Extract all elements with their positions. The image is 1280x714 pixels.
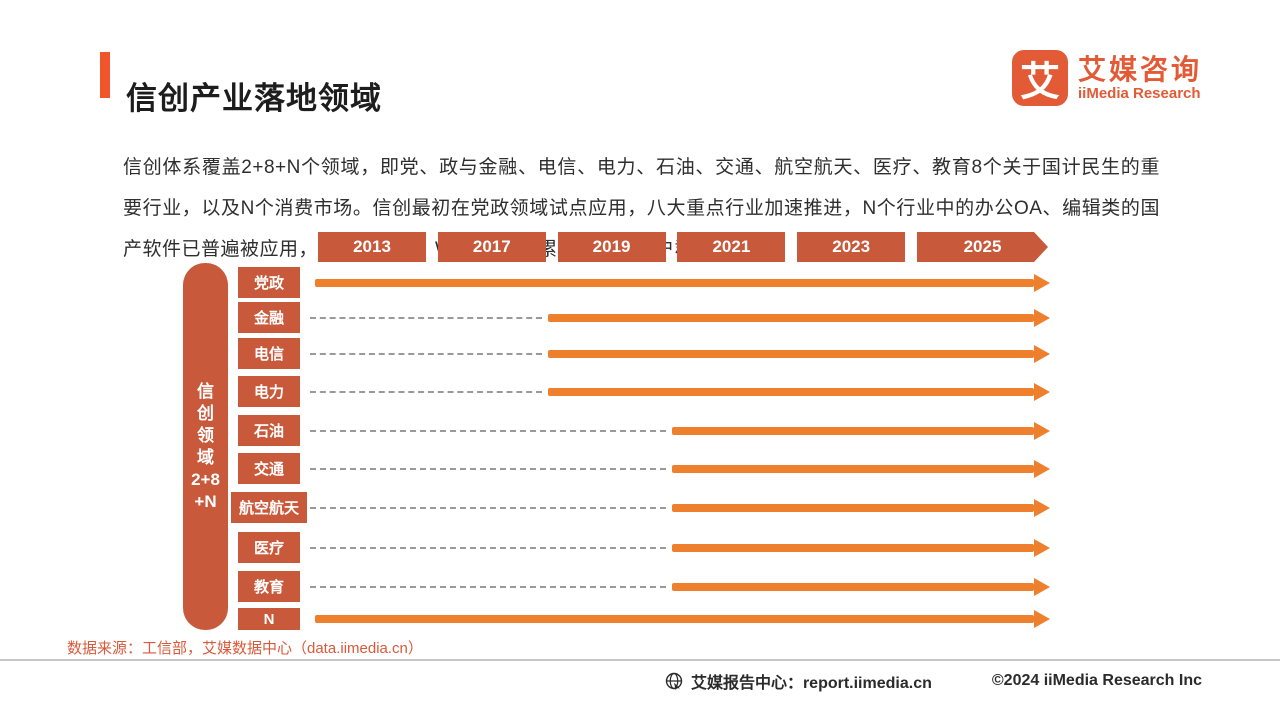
year-box-2025: 2025 xyxy=(917,232,1048,262)
timeline-dashed-lead xyxy=(310,352,542,355)
timeline-arrow-head xyxy=(1034,577,1050,596)
y-axis-label: 信创领域 2+8 +N xyxy=(183,263,228,630)
footer-divider xyxy=(0,659,1280,661)
timeline-arrow xyxy=(672,543,1034,552)
iimedia-logo: 艾 艾媒咨询 iiMedia Research xyxy=(1011,50,1202,106)
timeline-arrow-head xyxy=(1034,538,1050,557)
row-label-党政: 党政 xyxy=(238,267,300,298)
timeline-dashed-lead xyxy=(310,316,542,319)
timeline-arrow xyxy=(548,387,1034,396)
row-label-金融: 金融 xyxy=(238,302,300,333)
y-axis-label-segment: +N xyxy=(194,491,217,511)
timeline-dashed-lead xyxy=(310,585,666,588)
row-label-交通: 交通 xyxy=(238,453,300,484)
y-axis-label-segment: 信 xyxy=(197,381,214,401)
timeline-arrow-head xyxy=(1034,421,1050,440)
timeline-arrow xyxy=(672,582,1034,591)
footer-copyright: ©2024 iiMedia Research Inc xyxy=(991,672,1202,689)
timeline-arrow-head xyxy=(1034,273,1050,292)
timeline-dashed-lead xyxy=(310,429,666,432)
row-label-教育: 教育 xyxy=(238,571,300,602)
title-accent-bar xyxy=(100,52,110,98)
footer-report-label: 艾媒报告中心：report.iimedia.cn xyxy=(690,675,932,692)
year-box-2013: 2013 xyxy=(318,232,426,262)
timeline-dashed-lead xyxy=(310,467,666,470)
row-label-医疗: 医疗 xyxy=(238,532,300,563)
y-axis-label-segment: 域 xyxy=(197,447,214,467)
timeline-arrow xyxy=(548,313,1034,322)
y-axis-label-segment: 领 xyxy=(197,425,214,445)
timeline-arrow-head xyxy=(1034,498,1050,517)
year-box-2019: 2019 xyxy=(557,232,666,262)
year-box-2017: 2017 xyxy=(437,232,546,262)
timeline-arrow-head xyxy=(1034,610,1050,628)
logo-name-en: iiMedia Research xyxy=(1077,84,1201,102)
timeline-dashed-lead xyxy=(310,506,666,509)
y-axis-label-segment: 创 xyxy=(197,403,214,423)
year-box-2021: 2021 xyxy=(677,232,786,262)
logo-name-cn: 艾媒咨询 xyxy=(1077,53,1202,85)
row-label-N: N xyxy=(238,608,300,630)
timeline-arrow xyxy=(672,426,1034,435)
logo-text: 艾媒咨询 iiMedia Research xyxy=(1077,53,1202,102)
logo-mark-icon: 艾 xyxy=(1011,50,1068,106)
page-title: 信创产业落地领域 xyxy=(126,80,382,116)
timeline-dashed-lead xyxy=(310,546,666,549)
row-label-电信: 电信 xyxy=(238,338,300,369)
row-label-石油: 石油 xyxy=(238,415,300,446)
year-box-2023: 2023 xyxy=(797,232,906,262)
timeline-arrow xyxy=(315,615,1034,623)
timeline-arrow xyxy=(548,349,1034,358)
timeline-arrow xyxy=(672,503,1034,512)
timeline-arrow xyxy=(672,464,1034,473)
data-source-note: 数据来源：工信部，艾媒数据中心（data.iimedia.cn） xyxy=(67,640,423,657)
timeline-arrow-head xyxy=(1034,382,1050,401)
timeline-arrow-head xyxy=(1034,459,1050,478)
y-axis-label-segment: 2+8 xyxy=(191,469,220,489)
timeline-arrow xyxy=(315,278,1034,287)
timeline-arrow-head xyxy=(1034,308,1050,327)
globe-icon xyxy=(664,671,684,691)
row-label-电力: 电力 xyxy=(238,376,300,407)
row-label-航空航天: 航空航天 xyxy=(231,492,307,523)
timeline-arrow-head xyxy=(1034,344,1050,363)
timeline-dashed-lead xyxy=(310,390,542,393)
footer-report-center: 艾媒报告中心：report.iimedia.cn xyxy=(664,669,932,693)
footer: 艾媒报告中心：report.iimedia.cn ©2024 iiMedia R… xyxy=(0,666,1202,696)
